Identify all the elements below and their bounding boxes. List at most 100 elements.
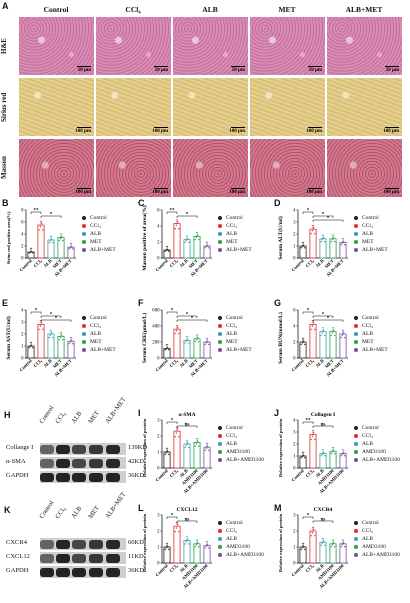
legend-swatch: [354, 331, 358, 336]
legend-label: Control: [226, 215, 243, 221]
data-point: [166, 347, 169, 349]
data-point: [195, 442, 198, 445]
data-point: [310, 232, 312, 235]
legend-label: Control: [362, 215, 379, 221]
column-header-0: Control: [43, 5, 69, 14]
legend-label: MET: [362, 239, 374, 245]
y-tick-label: 0: [293, 257, 296, 262]
legend-label: ALB+AMD3100: [226, 552, 264, 558]
data-point: [324, 455, 326, 457]
chart-title: CXCL12: [176, 507, 197, 513]
data-point: [310, 438, 312, 441]
significance-label: *: [307, 208, 310, 213]
data-point: [342, 332, 345, 334]
data-point: [174, 332, 176, 335]
data-point: [188, 543, 190, 545]
legend: Control CCl₄ ALB AMD3100 ALB+AMD3100: [354, 424, 400, 464]
histology-image: 100 μm: [95, 77, 172, 137]
legend-label: ALB: [362, 231, 373, 237]
data-point: [188, 446, 190, 449]
legend-swatch: [218, 457, 222, 462]
blot-band: [56, 444, 70, 454]
lane-label: MET: [87, 504, 101, 520]
blot-band: [89, 539, 103, 549]
legend-item: CCl₄: [218, 527, 264, 535]
data-point: [166, 545, 169, 547]
legend-swatch: [354, 528, 358, 533]
bar-chart-L: CXCL12 Relative expression of protein 0 1 2 3…: [142, 507, 212, 590]
data-point: [185, 444, 188, 446]
legend-swatch: [354, 247, 358, 252]
data-point: [168, 453, 170, 456]
data-point: [69, 341, 72, 343]
scale-bar: 50 μm: [385, 66, 399, 73]
significance-bracket: [302, 421, 314, 424]
legend-item: AMD3100: [218, 543, 264, 551]
y-axis-label: Serum BUN(mmol/L): [277, 312, 284, 364]
legend-item: Control: [218, 519, 264, 527]
legend-item: Control: [354, 314, 388, 322]
y-tick-label: 6: [293, 309, 296, 314]
data-point: [59, 237, 62, 240]
blot-band: [89, 472, 103, 482]
legend-label: Control: [90, 215, 107, 221]
significance-bracket: [312, 215, 334, 218]
scale-bar: 100 μm: [383, 188, 399, 195]
chart-panel-B: B Sirius red positive area(%) 0 2 4 6 8 Control…: [2, 198, 136, 295]
y-tick-label: 1: [157, 546, 160, 551]
data-point: [340, 455, 342, 457]
y-tick-label: 1: [293, 546, 296, 551]
data-point: [186, 237, 189, 240]
blot-band: [72, 567, 86, 577]
data-point: [196, 440, 199, 442]
data-point: [184, 342, 186, 344]
y-tick-label: 3: [293, 431, 296, 436]
column-header-1: CCl₄: [125, 5, 141, 14]
legend-swatch: [354, 215, 358, 220]
y-axis-label: Relative expression of protein: [278, 513, 283, 572]
y-tick-label: 0: [157, 562, 160, 567]
legend-swatch: [82, 239, 86, 244]
data-point: [208, 449, 210, 452]
scale-bar: 50 μm: [77, 66, 91, 73]
scale-bar: 50 μm: [231, 66, 245, 73]
significance-bracket: [312, 520, 334, 523]
data-point: [320, 334, 322, 337]
chart-title: Collagen I: [311, 412, 335, 418]
y-tick-label: 0: [21, 357, 24, 362]
data-point: [196, 542, 199, 544]
legend-item: Control: [82, 314, 116, 322]
data-point: [164, 349, 166, 351]
scale-bar: 50 μm: [154, 66, 168, 73]
data-point: [176, 523, 179, 526]
data-point: [321, 542, 324, 544]
significance-label: **: [306, 418, 312, 423]
data-point: [175, 432, 178, 434]
chart-panel-F: F Serum CRE(μmol/L) 0 200 400 600 Control CCl₄ A…: [138, 298, 272, 395]
data-point: [342, 240, 345, 243]
data-point: [301, 547, 304, 549]
legend-item: MET: [218, 338, 252, 346]
legend-label: MET: [226, 239, 238, 245]
data-point: [321, 239, 324, 241]
histology-image: 100 μm: [172, 138, 249, 198]
data-point: [58, 239, 60, 242]
histology-image: 50 μm: [326, 16, 403, 76]
data-point: [195, 236, 198, 239]
y-tick-label: 2: [157, 530, 160, 535]
legend-item: Control: [354, 214, 388, 222]
significance-label: *: [35, 308, 38, 313]
blot-band: [106, 553, 120, 563]
bar: [203, 446, 211, 469]
panel-label-G: G: [274, 298, 282, 308]
data-point: [62, 338, 64, 341]
data-point: [195, 544, 198, 546]
legend-label: MET: [226, 339, 238, 345]
legend-swatch: [354, 323, 358, 328]
data-point: [164, 453, 166, 456]
legend-swatch: [354, 544, 358, 549]
blot-band: [72, 539, 86, 549]
data-point: [314, 328, 316, 331]
legend-label: ALB: [226, 331, 237, 337]
